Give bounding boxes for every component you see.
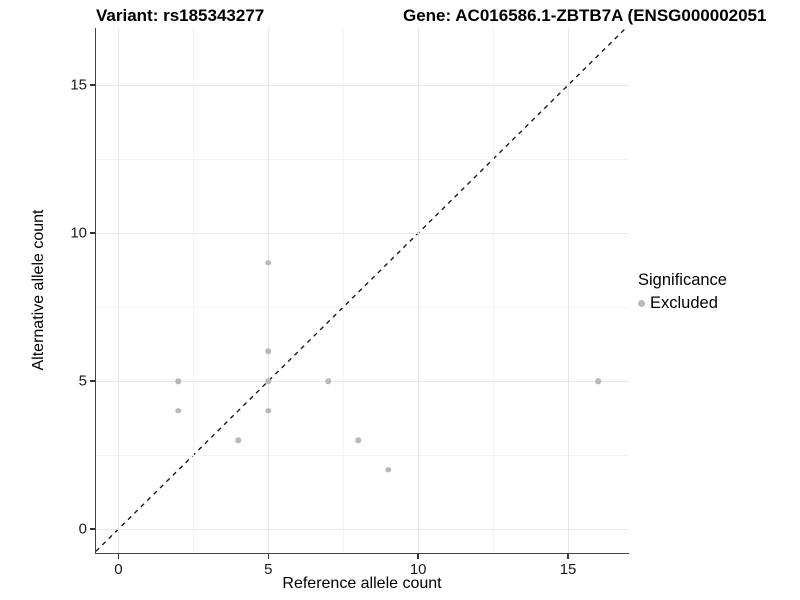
y-tick-label: 10 <box>70 224 87 242</box>
data-point <box>265 259 272 266</box>
variant-title: Variant: rs185343277 <box>96 6 265 25</box>
x-tick-mark <box>567 554 569 560</box>
y-minor-gridline <box>96 307 628 309</box>
data-point <box>265 378 272 384</box>
x-tick-label: 10 <box>409 561 427 578</box>
x-minor-gridline <box>193 28 195 553</box>
y-tick-mark <box>89 528 95 530</box>
x-axis-title: Reference allele count <box>282 575 442 592</box>
y-major-gridline <box>96 233 628 235</box>
y-axis-title: Alternative allele count <box>30 209 47 371</box>
x-major-gridline <box>118 28 120 553</box>
y-axis-line <box>94 28 96 554</box>
data-point <box>595 378 601 384</box>
y-tick-label: 0 <box>78 520 87 538</box>
x-tick-mark <box>267 554 270 560</box>
x-tick-mark <box>417 554 419 560</box>
y-tick-mark <box>89 232 95 234</box>
y-minor-gridline <box>96 159 628 161</box>
plot-panel <box>95 27 628 553</box>
data-point <box>265 407 272 414</box>
x-tick-label: 5 <box>264 561 273 578</box>
x-major-gridline <box>568 28 570 553</box>
y-tick-mark <box>89 380 95 382</box>
y-major-gridline <box>96 85 628 87</box>
gene-title: Gene: AC016586.1-ZBTB7A (ENSG000002051 <box>403 6 767 25</box>
y-tick-label: 15 <box>70 76 87 94</box>
legend-item-label: Excluded <box>650 294 718 312</box>
y-minor-gridline <box>96 455 628 457</box>
x-minor-gridline <box>343 28 345 553</box>
x-tick-label: 15 <box>559 561 577 578</box>
x-tick-label: 0 <box>114 561 123 578</box>
legend: Significance Excluded <box>638 271 727 313</box>
data-point <box>385 467 391 473</box>
legend-title: Significance <box>638 271 727 289</box>
data-point <box>235 437 242 443</box>
y-major-gridline <box>96 529 628 531</box>
legend-items: Excluded <box>638 294 727 313</box>
data-point <box>265 348 272 355</box>
data-point <box>355 437 361 443</box>
legend-item: Excluded <box>638 294 727 313</box>
legend-key-dot <box>638 300 645 307</box>
x-major-gridline <box>268 28 270 553</box>
data-point <box>175 407 182 414</box>
identity-line <box>95 27 627 552</box>
data-point <box>175 378 182 384</box>
x-minor-gridline <box>493 28 495 553</box>
y-major-gridline <box>96 381 628 383</box>
y-tick-mark <box>89 84 95 86</box>
x-tick-mark <box>117 554 120 560</box>
y-tick-label: 5 <box>78 372 87 390</box>
data-point <box>325 378 332 384</box>
x-major-gridline <box>418 28 420 553</box>
x-axis-line <box>94 553 629 555</box>
